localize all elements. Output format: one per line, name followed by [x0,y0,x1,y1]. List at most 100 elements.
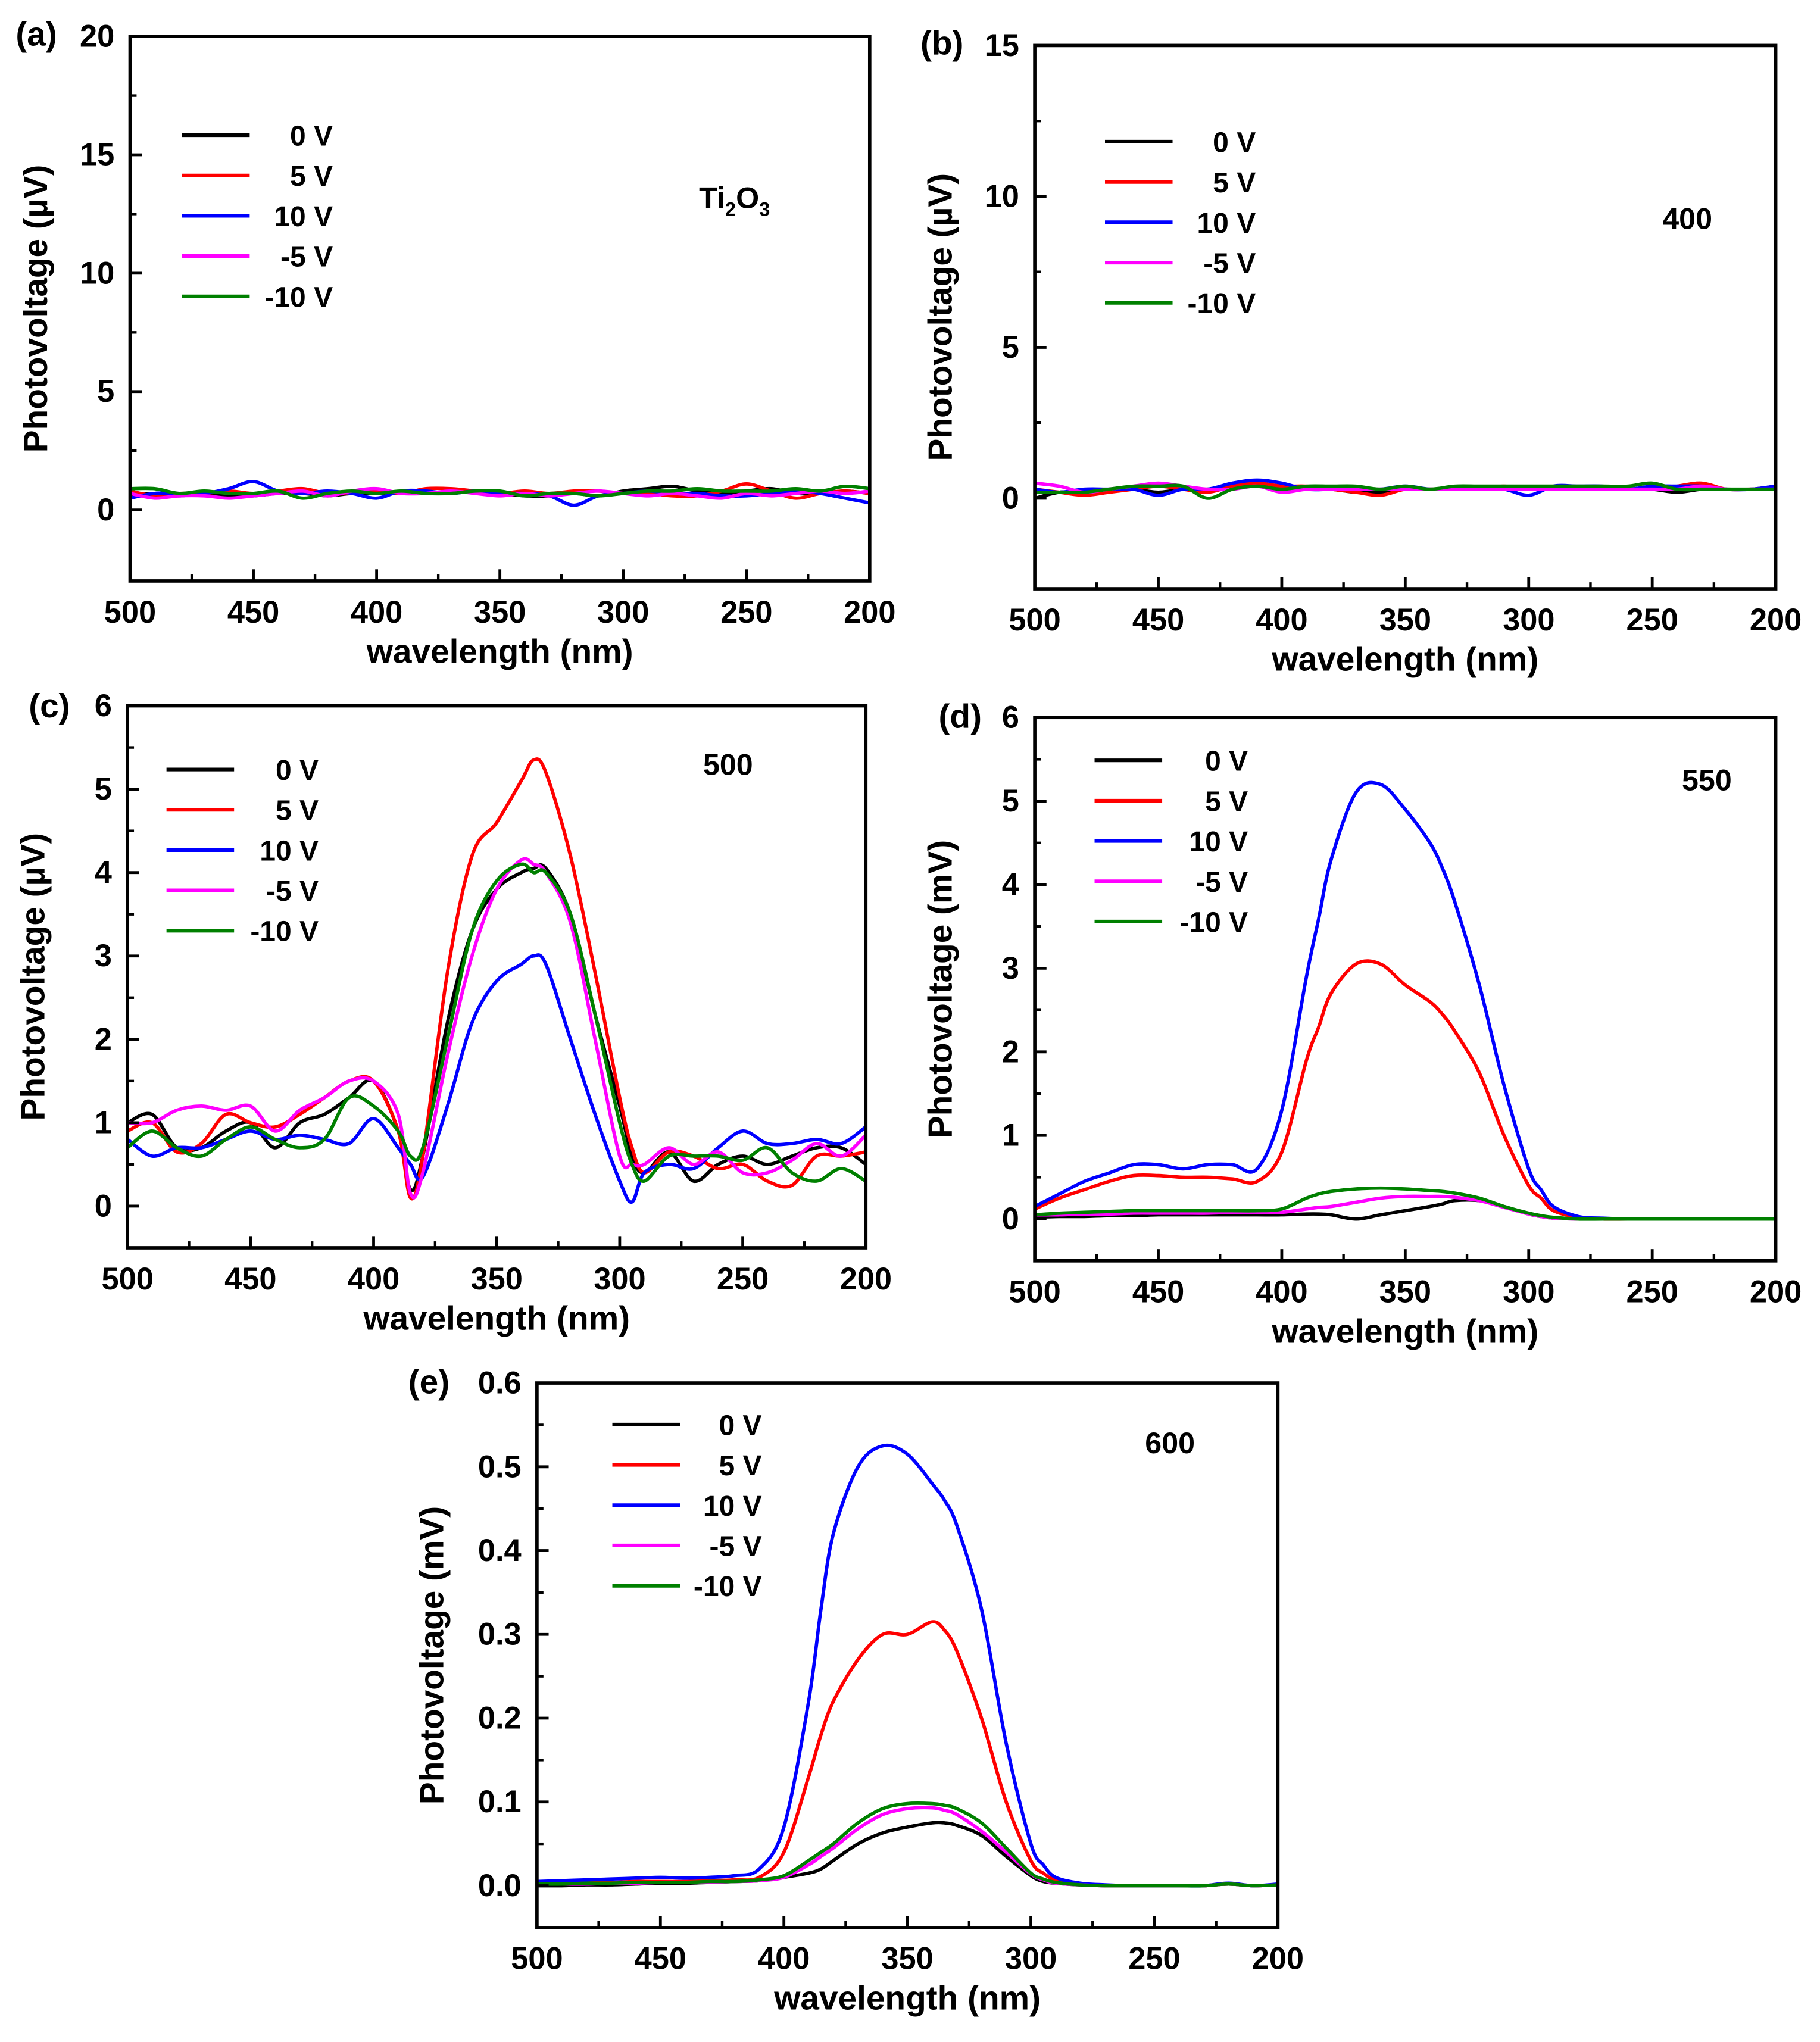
legend-label: 5 V [276,795,319,827]
series-line-neg5V [130,486,870,500]
series-line-10V [1035,780,1776,1221]
y-tick-label: 0.0 [478,1869,522,1903]
legend-label: -5 V [266,876,319,907]
x-axis-label: wavelength (nm) [1271,641,1538,679]
sample-annotation: 600 [1145,1426,1195,1460]
y-axis-label: Photovoltage (µV) [14,833,52,1121]
x-tick-label: 350 [474,595,526,630]
legend: 0 V 5 V 10 V -5 V -10 V [182,121,333,313]
x-tick-label: 400 [351,595,402,630]
y-tick-label: 0.5 [478,1450,522,1484]
series-line-5V [127,757,866,1201]
series-group [130,480,870,507]
legend-item: 10 V [1104,208,1256,239]
sample-annotation: 500 [703,748,753,781]
y-tick-label: 0 [97,493,114,527]
plot-frame [128,35,872,583]
x-tick-label: 250 [720,595,772,630]
series-line-neg5V [127,857,866,1200]
sample-annotation: 400 [1662,202,1712,235]
sample-annotation: Ti2O3 [699,181,770,220]
x-tick-label: 450 [1132,603,1184,638]
x-tick-label: 250 [1626,1275,1678,1310]
y-tick-label: 5 [1002,784,1019,819]
legend: 0 V 5 V 10 V -5 V -10 V [1094,746,1248,938]
y-axis-label: Photovoltage (µV) [922,173,959,461]
legend-item: -10 V [166,916,319,948]
legend-item: 5 V [612,1450,762,1482]
x-axis-label: wavelength (nm) [773,1979,1041,2017]
sample-annotation: 550 [1682,763,1732,797]
series-group [127,757,866,1204]
legend-label: -10 V [250,916,319,948]
legend-item: -5 V [1094,867,1248,898]
x-tick-label: 500 [1009,603,1060,638]
x-tick-label: 250 [1626,603,1678,638]
x-tick-label: 300 [1503,603,1554,638]
series-line-neg10V [536,1801,1278,1888]
x-tick-label: 350 [471,1262,523,1297]
series-line-neg10V [127,862,866,1183]
series-group [1035,478,1776,500]
y-axis-label: Photovoltage (mV) [922,840,959,1138]
y-tick-label: 5 [97,374,114,409]
x-tick-label: 350 [1379,1275,1431,1310]
legend-label: -5 V [710,1531,762,1562]
y-tick-label: 1 [95,1106,112,1140]
legend-item: 5 V [1104,167,1256,199]
legend-item: -10 V [1104,288,1256,320]
annotation-text: O [736,181,759,214]
y-tick-label: 0.6 [478,1366,522,1401]
series-line-neg10V [130,484,870,500]
legend-item: 5 V [182,161,333,192]
y-axis-label: Photovoltage (mV) [414,1506,451,1804]
y-tick-label: 20 [80,20,114,54]
x-tick-label: 400 [348,1262,399,1297]
plot-frame [1033,43,1778,591]
legend-label: 0 V [1213,127,1256,158]
x-tick-label: 500 [101,1262,153,1297]
x-axis-label: wavelength (nm) [1271,1313,1538,1350]
panel-label: (c) [29,688,70,725]
series-group [536,1443,1278,1888]
annotation-text: 400 [1662,202,1712,235]
chart-panel-d: 500 450 400 350 300 250 200 0 1 2 3 4 5 6 wavelength (… [922,698,1802,1351]
y-tick-label: 4 [95,855,112,890]
x-tick-label: 300 [597,595,649,630]
legend-label: 0 V [276,755,319,786]
legend-item: 10 V [182,201,333,233]
x-tick-label: 450 [224,1262,276,1297]
x-tick-label: 450 [635,1942,686,1977]
x-tick-label: 300 [1005,1942,1057,1977]
y-tick-label: 6 [1002,701,1019,735]
y-tick-label: 3 [1002,951,1019,986]
legend-label: -10 V [264,282,333,313]
series-group [1035,780,1776,1221]
x-tick-label: 300 [1503,1275,1554,1310]
legend-item: 0 V [166,755,319,786]
legend: 0 V 5 V 10 V -5 V -10 V [1104,127,1256,320]
legend-label: -10 V [1179,907,1248,938]
legend-item: 0 V [182,121,333,152]
chart-panel-b: 500 450 400 350 300 250 200 0 5 10 15 wavelength (n… [920,25,1802,679]
series-line-10V [127,953,866,1204]
x-tick-label: 250 [1128,1942,1180,1977]
x-tick-label: 200 [1750,1275,1802,1310]
legend-label: -5 V [1203,248,1256,279]
x-tick-label: 500 [1009,1275,1060,1310]
series-line-0V [127,863,866,1192]
panel-label: (e) [408,1364,449,1401]
x-tick-label: 200 [844,595,895,630]
legend-label: 5 V [719,1450,762,1482]
legend-item: -5 V [182,242,333,273]
x-tick-label: 400 [1256,1275,1307,1310]
legend-item: -10 V [1094,907,1248,938]
legend-item: 0 V [1104,127,1256,158]
x-tick-label: 400 [1256,603,1307,638]
y-tick-label: 0 [1002,481,1019,516]
y-tick-label: 2 [95,1022,112,1057]
x-tick-label: 350 [881,1942,933,1977]
series-line-neg5V [536,1806,1278,1888]
panel-label: (a) [15,15,57,53]
y-tick-label: 4 [1002,867,1019,902]
